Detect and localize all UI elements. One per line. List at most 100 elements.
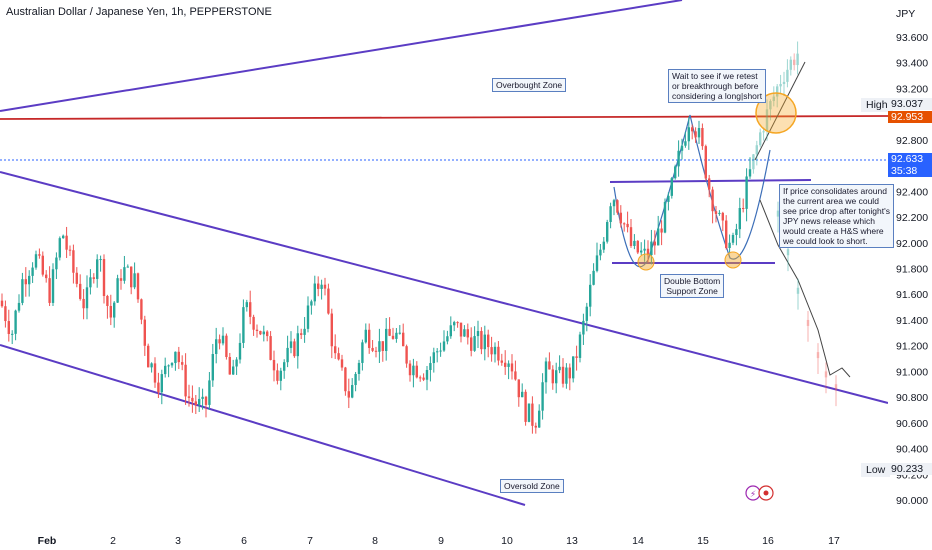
candle[interactable] <box>731 232 735 246</box>
candle[interactable] <box>769 99 772 121</box>
candle[interactable] <box>24 267 27 297</box>
candle[interactable] <box>439 342 442 357</box>
candle[interactable] <box>391 327 395 340</box>
candle[interactable] <box>136 272 140 303</box>
candle[interactable] <box>364 323 367 344</box>
candle[interactable] <box>555 362 558 394</box>
candle[interactable] <box>480 327 483 355</box>
candle[interactable] <box>772 86 775 107</box>
candle[interactable] <box>541 373 544 420</box>
candle[interactable] <box>558 355 561 374</box>
candle[interactable] <box>704 144 707 181</box>
candle[interactable] <box>436 348 439 363</box>
candle[interactable] <box>381 341 384 362</box>
candle[interactable] <box>429 356 432 382</box>
candle[interactable] <box>487 329 490 358</box>
candle[interactable] <box>786 59 789 88</box>
candle[interactable] <box>606 219 609 244</box>
candle[interactable] <box>170 362 174 368</box>
candle[interactable] <box>701 123 704 150</box>
candle[interactable] <box>650 229 653 265</box>
candle[interactable] <box>126 264 129 268</box>
candle[interactable] <box>252 314 255 336</box>
candle[interactable] <box>432 347 435 373</box>
candle[interactable] <box>534 422 537 434</box>
candle[interactable] <box>694 127 697 143</box>
candle[interactable] <box>28 270 31 297</box>
candle[interactable] <box>796 41 799 75</box>
candle[interactable] <box>55 252 58 280</box>
candle[interactable] <box>691 124 694 140</box>
candle[interactable] <box>296 325 299 369</box>
candle[interactable] <box>408 360 412 382</box>
candle[interactable] <box>742 198 745 213</box>
candle[interactable] <box>41 251 44 277</box>
candle[interactable] <box>68 245 72 256</box>
candle[interactable] <box>79 274 82 301</box>
candle[interactable] <box>255 324 259 338</box>
candle[interactable] <box>402 323 405 347</box>
candle[interactable] <box>776 84 779 108</box>
channel-lower-line[interactable] <box>0 344 526 506</box>
candle[interactable] <box>164 357 167 378</box>
candle[interactable] <box>459 322 463 343</box>
candle[interactable] <box>674 164 677 180</box>
event-icons[interactable]: ⚡ <box>745 485 774 501</box>
candle[interactable] <box>636 240 639 255</box>
candle[interactable] <box>89 269 92 295</box>
candle[interactable] <box>123 255 126 284</box>
candle[interactable] <box>602 237 605 253</box>
candle[interactable] <box>109 294 112 326</box>
candle[interactable] <box>585 302 588 332</box>
candle[interactable] <box>718 210 721 216</box>
candle[interactable] <box>204 395 208 418</box>
candle[interactable] <box>725 215 728 250</box>
candle[interactable] <box>521 383 524 398</box>
candle[interactable] <box>466 323 469 345</box>
candle[interactable] <box>374 346 378 358</box>
candle[interactable] <box>415 361 418 379</box>
candle[interactable] <box>198 387 201 412</box>
candle[interactable] <box>504 350 507 375</box>
candle[interactable] <box>4 300 7 328</box>
candle[interactable] <box>378 328 381 364</box>
candle[interactable] <box>755 140 758 166</box>
candle[interactable] <box>130 266 133 295</box>
candle[interactable] <box>463 325 466 337</box>
candle[interactable] <box>446 330 449 345</box>
candle[interactable] <box>191 385 194 413</box>
candle[interactable] <box>99 255 102 272</box>
upper-trendline[interactable] <box>0 0 683 112</box>
candle[interactable] <box>473 326 476 352</box>
candle[interactable] <box>238 333 242 364</box>
candle[interactable] <box>160 369 163 405</box>
candle[interactable] <box>187 384 191 407</box>
candle[interactable] <box>7 309 10 342</box>
candle[interactable] <box>48 266 51 306</box>
candle[interactable] <box>572 356 575 383</box>
candle[interactable] <box>759 128 762 148</box>
candle[interactable] <box>242 299 245 349</box>
candle[interactable] <box>357 359 361 381</box>
candle[interactable] <box>470 327 473 357</box>
candle[interactable] <box>45 270 48 283</box>
candle[interactable] <box>514 360 517 381</box>
candle[interactable] <box>779 74 782 94</box>
candle[interactable] <box>184 353 187 405</box>
candle[interactable] <box>425 365 429 391</box>
candle[interactable] <box>527 403 531 423</box>
candle[interactable] <box>150 362 153 373</box>
candle[interactable] <box>286 335 289 368</box>
candle[interactable] <box>616 199 619 215</box>
candle[interactable] <box>300 328 303 340</box>
candle[interactable] <box>293 338 296 358</box>
candle[interactable] <box>551 365 554 390</box>
candle[interactable] <box>167 364 170 378</box>
candle[interactable] <box>133 262 136 290</box>
candle[interactable] <box>82 289 85 320</box>
candle[interactable] <box>327 283 330 315</box>
candle[interactable] <box>58 236 61 261</box>
candle[interactable] <box>11 330 14 345</box>
candle[interactable] <box>544 357 548 394</box>
candle[interactable] <box>568 363 571 391</box>
